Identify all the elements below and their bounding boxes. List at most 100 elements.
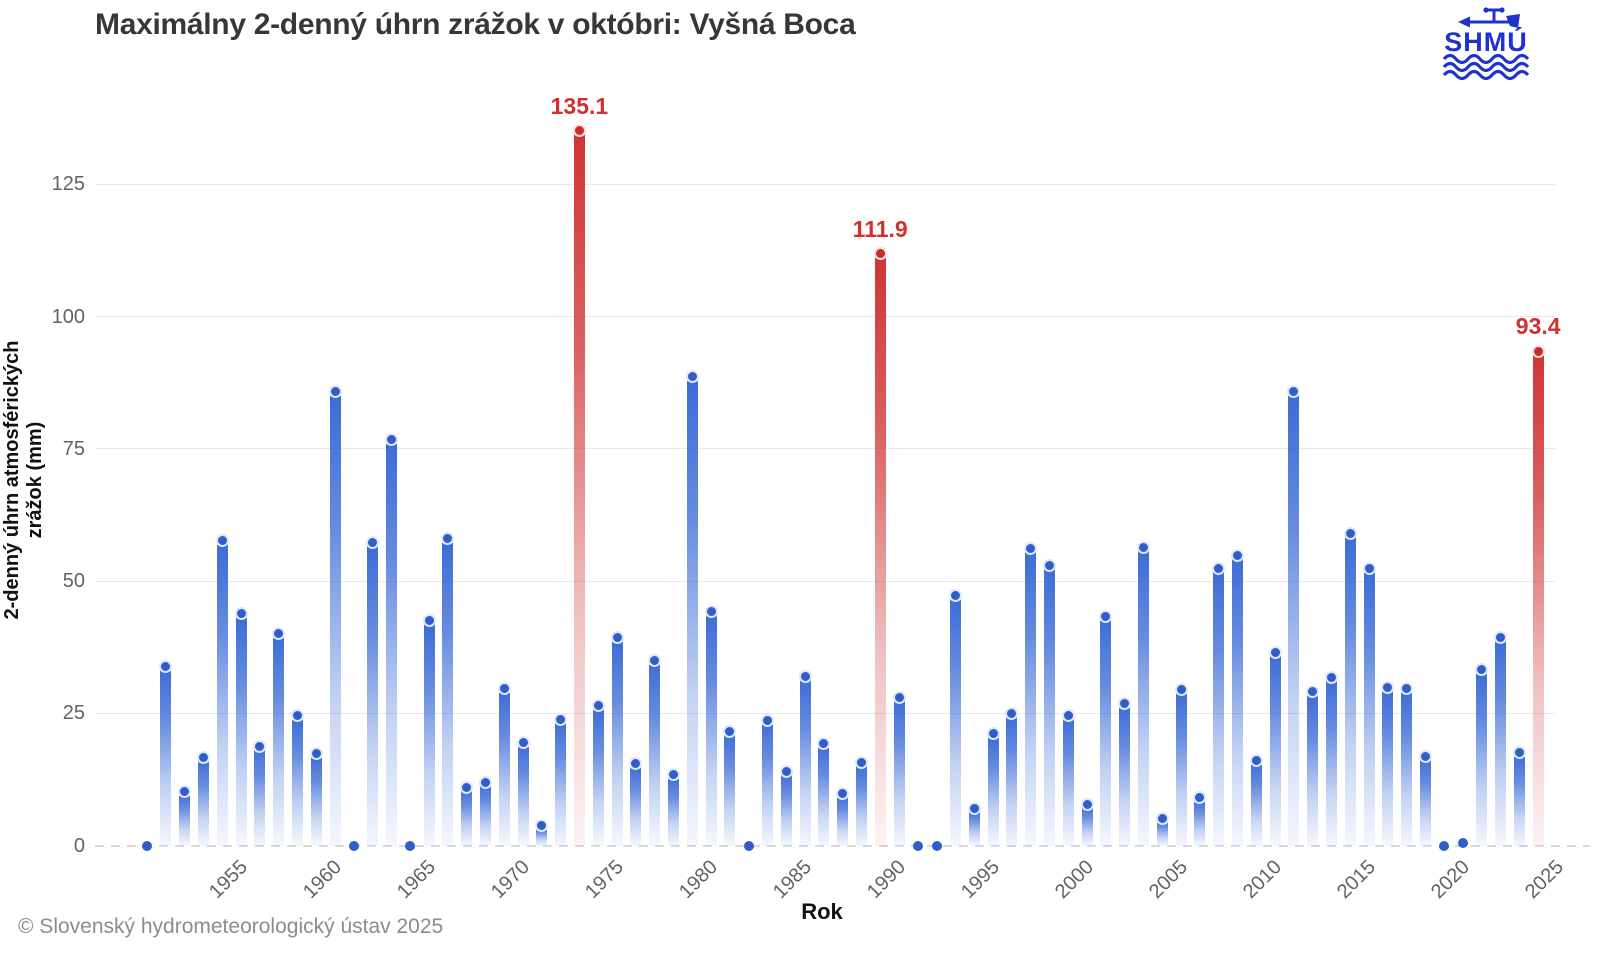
y-tick-label: 0 [73, 834, 85, 857]
bar-marker-2007 [1193, 791, 1207, 805]
bar-marker-1960 [309, 747, 323, 761]
gridline-y-75 [95, 448, 1555, 450]
bar-marker-1977 [629, 757, 643, 770]
bar-2024 [1513, 752, 1525, 847]
bar-marker-1986 [798, 670, 812, 684]
bar-marker-1981 [704, 605, 718, 619]
bar-marker-1975 [591, 699, 605, 713]
highlight-bar-2025 [1532, 351, 1544, 847]
bar-1963 [367, 542, 379, 847]
x-tick-label: 1960 [298, 856, 346, 904]
bar-marker-1994 [948, 589, 962, 603]
bar-2016 [1363, 568, 1375, 847]
bar-marker-1995 [967, 801, 981, 815]
highlight-value-label-1990: 111.9 [852, 215, 908, 242]
bar-2002 [1100, 616, 1112, 847]
bar-1966 [423, 620, 435, 847]
bar-2023 [1495, 637, 1507, 847]
zero-dot-1992 [912, 840, 923, 851]
bar-marker-1973 [554, 712, 568, 726]
bar-2001 [1081, 804, 1093, 847]
bar-1953 [179, 791, 191, 847]
bar-1977 [630, 763, 642, 847]
bar-1971 [517, 742, 529, 847]
bar-1959 [291, 715, 303, 847]
bar-marker-1988 [836, 787, 850, 801]
highlight-bar-1974 [573, 130, 585, 847]
x-tick-label: 1995 [956, 856, 1004, 904]
bar-marker-2013 [1306, 685, 1320, 699]
bar-marker-1996 [986, 727, 1000, 741]
bar-1952 [160, 666, 172, 847]
bar-1967 [442, 538, 454, 847]
bar-marker-1961 [328, 385, 342, 399]
zero-dot-2021 [1458, 838, 1468, 849]
bar-marker-1989 [854, 755, 868, 769]
bar-2011 [1269, 652, 1281, 847]
bar-1989 [855, 762, 867, 847]
bar-marker-2006 [1174, 683, 1188, 697]
bar-2012 [1288, 391, 1300, 847]
bar-marker-1963 [366, 535, 380, 549]
y-tick-label: 25 [62, 702, 85, 725]
bar-marker-1956 [234, 607, 248, 621]
shmu-wordmark: SHMÚ [1444, 26, 1528, 57]
highlight-value-label-2025: 93.4 [1515, 313, 1561, 340]
bar-marker-1980 [685, 370, 699, 384]
bar-1976 [611, 637, 623, 847]
y-tick-label: 125 [51, 173, 85, 196]
gridline-y-100 [95, 316, 1555, 317]
zero-dot-2020 [1439, 840, 1450, 851]
x-tick-label: 1970 [486, 856, 534, 904]
highlight-bar-1990 [874, 253, 886, 847]
bar-1961 [329, 391, 341, 847]
y-tick-label: 50 [62, 570, 85, 592]
bar-2003 [1119, 703, 1131, 847]
bar-2010 [1250, 760, 1262, 847]
bar-1978 [649, 660, 661, 847]
x-tick-label: 1980 [674, 856, 722, 904]
gridline-y-25 [95, 712, 1555, 714]
bar-1987 [818, 743, 830, 847]
bar-1979 [667, 774, 679, 847]
bar-marker-1974 [572, 124, 586, 138]
x-tick-label: 1990 [862, 856, 910, 904]
bar-1999 [1043, 565, 1055, 847]
bar-1968 [461, 787, 473, 847]
bar-1998 [1025, 548, 1037, 847]
waves-icon [1442, 53, 1530, 80]
bar-marker-1969 [478, 775, 492, 789]
zero-dot-1962 [348, 840, 359, 851]
bar-2022 [1476, 669, 1488, 847]
x-tick-label: 1965 [392, 856, 440, 904]
x-tick-label: 1985 [768, 856, 816, 904]
bar-marker-1999 [1042, 558, 1056, 572]
bar-marker-2015 [1343, 526, 1357, 540]
bar-marker-1954 [196, 751, 210, 765]
bar-1988 [837, 793, 849, 847]
bar-1956 [235, 613, 247, 847]
bar-1954 [197, 757, 209, 847]
bar-marker-2022 [1475, 663, 1489, 677]
bar-marker-1979 [666, 768, 680, 782]
bar-marker-1987 [817, 737, 831, 751]
bar-marker-2016 [1362, 561, 1376, 575]
bar-marker-1964 [384, 433, 398, 447]
bar-marker-2003 [1118, 697, 1132, 711]
x-tick-label: 2020 [1426, 856, 1474, 904]
bar-1955 [216, 540, 228, 847]
x-axis-title: Rok [801, 899, 843, 924]
bar-marker-2024 [1512, 746, 1526, 760]
bar-2007 [1194, 797, 1206, 847]
bar-marker-1976 [610, 631, 624, 645]
bar-1982 [724, 731, 736, 847]
bar-1985 [780, 771, 792, 847]
bar-1970 [498, 688, 510, 847]
bar-marker-1998 [1024, 541, 1038, 555]
bar-2004 [1137, 547, 1149, 847]
bar-1995 [968, 808, 980, 847]
gridline-y-50 [95, 580, 1555, 582]
zero-dot-1951 [142, 840, 152, 851]
bar-1958 [273, 633, 285, 847]
